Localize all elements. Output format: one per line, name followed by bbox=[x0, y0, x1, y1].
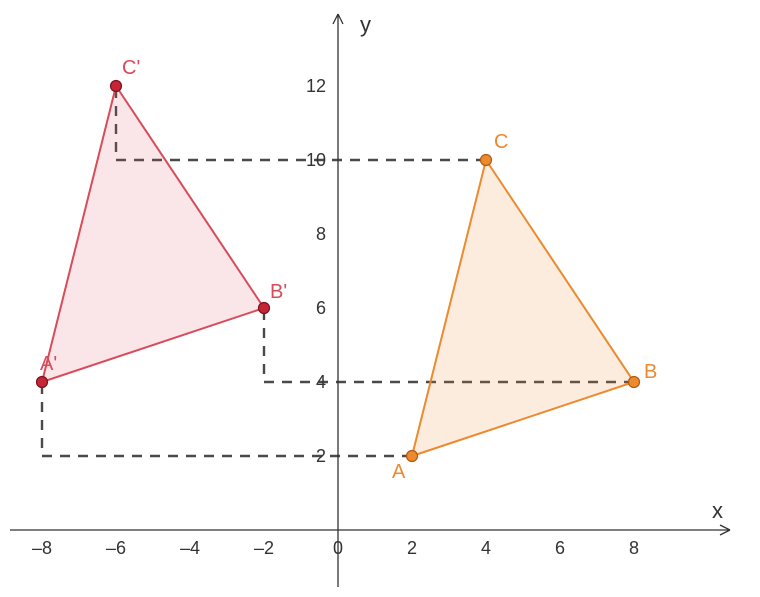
vertex-red-A bbox=[37, 377, 48, 388]
x-tick-label: –8 bbox=[32, 538, 52, 558]
x-tick-label: –4 bbox=[180, 538, 200, 558]
vertex-red-B bbox=[259, 303, 270, 314]
y-tick-label: 4 bbox=[316, 372, 326, 392]
x-tick-label: 2 bbox=[407, 538, 417, 558]
vertex-label-orange-A: A bbox=[392, 461, 406, 483]
x-tick-label: 8 bbox=[629, 538, 639, 558]
chart-container: { "canvas": { "width": 760, "height": 59… bbox=[0, 0, 760, 597]
vertex-orange-A bbox=[407, 451, 418, 462]
y-tick-label: 12 bbox=[306, 76, 326, 96]
vertex-orange-C bbox=[481, 155, 492, 166]
vertex-red-C bbox=[111, 81, 122, 92]
y-axis-label: y bbox=[360, 12, 371, 37]
y-tick-label: 2 bbox=[316, 446, 326, 466]
x-tick-label: 4 bbox=[481, 538, 491, 558]
x-tick-label: –2 bbox=[254, 538, 274, 558]
coordinate-plane: –8 –6 –4 –2 0 2 4 6 8 2 4 6 8 10 12 x y A B C A' B' C' bbox=[0, 0, 760, 597]
vertex-orange-B bbox=[629, 377, 640, 388]
vertex-label-red-B: B' bbox=[270, 281, 287, 303]
y-tick-label: 6 bbox=[316, 298, 326, 318]
vertex-label-orange-B: B bbox=[644, 361, 657, 383]
x-tick-label: –6 bbox=[106, 538, 126, 558]
y-tick-label: 10 bbox=[306, 150, 326, 170]
vertex-label-red-A: A' bbox=[40, 353, 57, 375]
x-tick-label: 6 bbox=[555, 538, 565, 558]
x-tick-label: 0 bbox=[333, 538, 343, 558]
vertex-label-red-C: C' bbox=[122, 57, 140, 79]
x-axis-label: x bbox=[712, 498, 723, 523]
vertex-label-orange-C: C bbox=[494, 131, 508, 153]
y-tick-label: 8 bbox=[316, 224, 326, 244]
